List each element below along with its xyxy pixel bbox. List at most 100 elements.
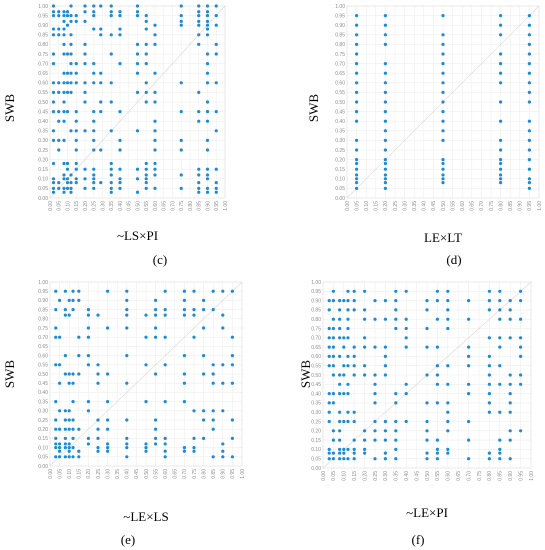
- data-point: [62, 14, 66, 18]
- data-point: [118, 138, 122, 142]
- data-point: [153, 100, 157, 104]
- data-point: [192, 446, 196, 450]
- data-point: [487, 299, 491, 303]
- data-point: [67, 409, 71, 413]
- data-point: [153, 71, 157, 75]
- data-point: [355, 100, 359, 104]
- data-point: [342, 336, 346, 340]
- data-point: [446, 410, 450, 414]
- data-point: [355, 167, 359, 171]
- x-tick-label: 0.35: [394, 471, 400, 481]
- data-point: [499, 52, 503, 56]
- data-point: [179, 19, 183, 23]
- x-tick-label: 0.15: [74, 201, 80, 211]
- data-point: [163, 400, 167, 404]
- data-point: [331, 392, 335, 396]
- data-point: [83, 100, 87, 104]
- data-point: [51, 138, 56, 142]
- data-point: [62, 173, 66, 177]
- x-axis-label: ~LS×PI: [117, 228, 158, 243]
- y-tick-label: 0.75: [335, 52, 345, 58]
- data-point: [74, 71, 78, 75]
- scatter-panel-2: 0.000.050.100.150.200.250.300.350.400.45…: [2, 280, 246, 547]
- data-point: [118, 186, 122, 190]
- data-point: [394, 308, 398, 312]
- data-point: [441, 14, 445, 18]
- data-point: [394, 419, 398, 424]
- data-point: [153, 33, 157, 37]
- data-point: [144, 81, 148, 85]
- x-tick-label: 0.95: [230, 469, 236, 479]
- data-point: [69, 181, 73, 185]
- data-point: [71, 455, 75, 459]
- data-point: [58, 455, 62, 459]
- data-point: [83, 177, 87, 181]
- data-point: [58, 449, 62, 453]
- data-point: [144, 90, 148, 94]
- data-point: [499, 119, 503, 123]
- data-point: [71, 381, 75, 385]
- data-point: [327, 308, 331, 312]
- data-point: [54, 418, 58, 422]
- data-point: [331, 373, 335, 377]
- diagonal-line: [49, 5, 226, 199]
- data-point: [519, 429, 523, 433]
- data-point: [67, 418, 71, 422]
- data-point: [144, 181, 148, 185]
- data-point: [118, 181, 122, 185]
- data-point: [71, 427, 75, 431]
- data-point: [163, 308, 167, 312]
- data-point: [498, 410, 502, 414]
- y-tick-label: 0.00: [335, 196, 345, 202]
- data-point: [499, 33, 503, 37]
- data-point: [197, 173, 201, 177]
- data-point: [331, 299, 335, 303]
- data-point: [383, 33, 387, 37]
- x-tick-label: 0.65: [456, 471, 462, 481]
- y-tick-label: 0.40: [335, 119, 345, 125]
- data-point: [383, 81, 387, 85]
- x-axis-label: ~LE×PI: [406, 505, 448, 520]
- data-point: [74, 14, 78, 18]
- data-point: [197, 10, 201, 14]
- data-point: [65, 167, 70, 171]
- data-point: [338, 326, 342, 331]
- data-point: [57, 138, 61, 142]
- data-point: [214, 4, 218, 8]
- data-point: [355, 52, 359, 56]
- y-tick-label: 0.95: [38, 289, 48, 295]
- x-tick-label: 0.45: [431, 201, 437, 211]
- x-tick-label: 0.40: [118, 201, 124, 211]
- data-point: [446, 289, 450, 293]
- data-point: [62, 190, 66, 194]
- x-tick-label: 0.10: [67, 469, 73, 479]
- data-point: [144, 449, 148, 453]
- data-point: [404, 345, 408, 349]
- y-tick-label: 0.85: [335, 33, 345, 39]
- data-point: [74, 81, 78, 85]
- data-point: [99, 71, 103, 75]
- data-point: [197, 181, 201, 185]
- data-point: [197, 14, 201, 18]
- data-point: [508, 382, 512, 386]
- data-point: [331, 401, 335, 405]
- data-point: [62, 177, 66, 181]
- data-point: [230, 335, 234, 339]
- data-point: [221, 363, 225, 367]
- data-point: [383, 14, 387, 18]
- data-point: [338, 392, 342, 396]
- data-point: [67, 427, 71, 431]
- data-point: [499, 100, 503, 104]
- scatter-panel-0: 0.000.050.100.150.200.250.300.350.400.45…: [2, 4, 229, 267]
- data-point: [96, 446, 100, 450]
- data-point: [74, 167, 78, 171]
- data-point: [383, 457, 387, 461]
- data-point: [135, 90, 140, 94]
- data-point: [51, 90, 56, 94]
- data-point: [109, 100, 113, 104]
- data-point: [346, 419, 350, 424]
- x-tick-label: 0.80: [201, 469, 207, 479]
- data-point: [425, 429, 429, 433]
- x-tick-label: 0.00: [345, 201, 351, 211]
- data-point: [83, 167, 87, 171]
